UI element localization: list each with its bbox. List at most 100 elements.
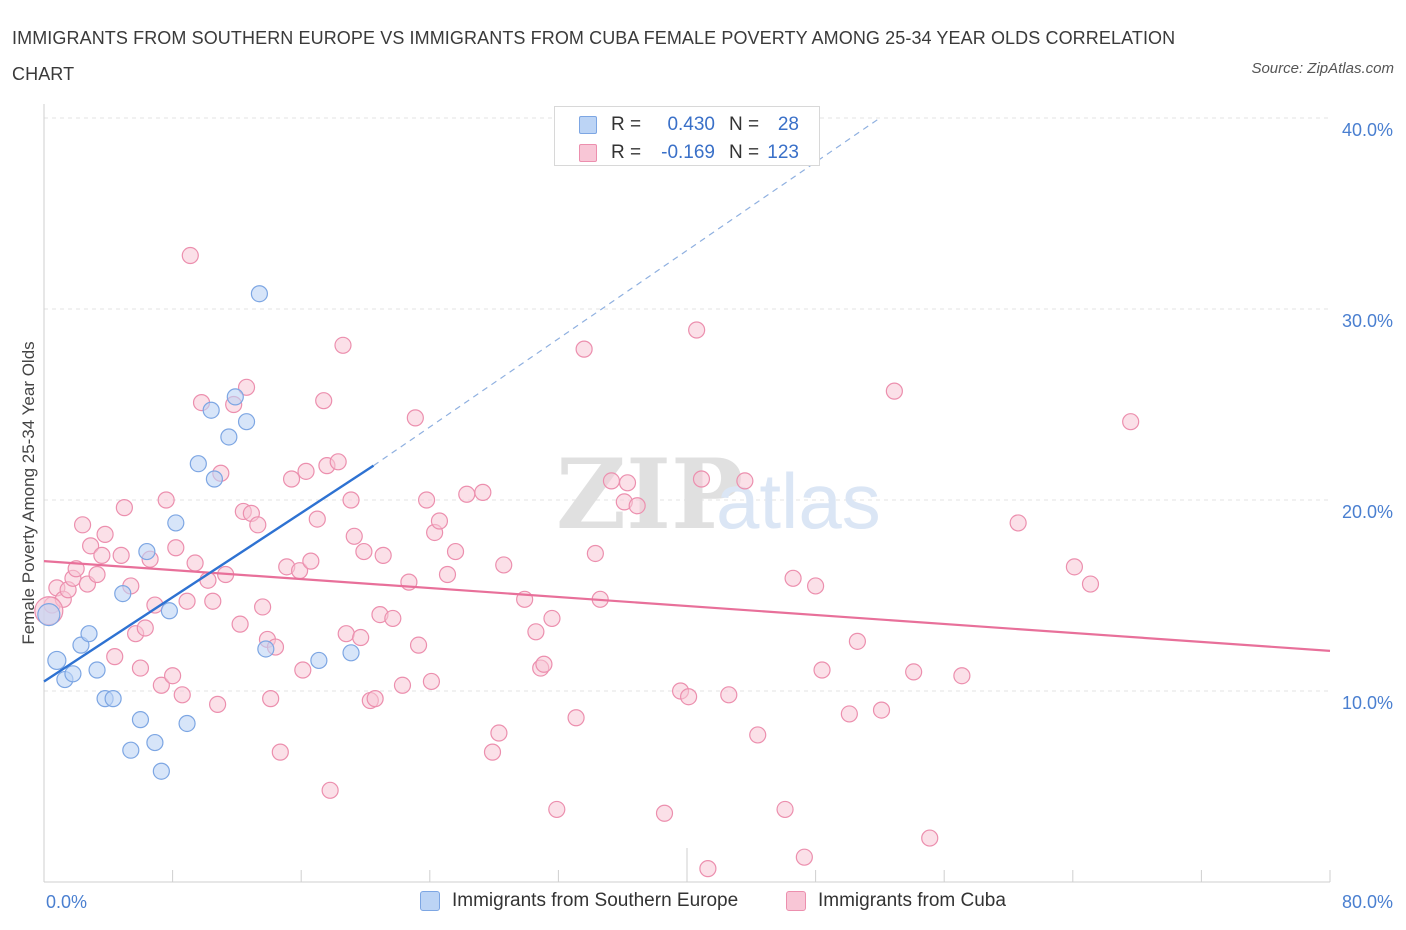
legend-swatch-blue [579,116,597,134]
y-tick-labels: 10.0% 20.0% 30.0% 40.0% [1342,120,1393,713]
cuba-point [548,800,566,819]
cuba-point [294,661,312,679]
cuba-point [366,690,384,708]
cuba-point [93,546,111,564]
cuba-point [438,565,457,584]
legend-n-label: N = [729,114,760,135]
cuba-point [337,625,355,643]
southern-europe-point [205,470,223,488]
axes [43,104,1331,883]
y-tick-label: 30.0% [1342,311,1393,331]
southern-europe-point [189,455,207,473]
cuba-point [848,632,866,650]
cuba-point [329,453,347,471]
cuba-point [355,542,373,561]
southern-europe-point [47,650,67,671]
cuba-point [720,686,738,704]
cuba-point [885,382,903,400]
series-legend: Immigrants from Southern Europe Immigran… [0,888,1406,916]
cuba-point [297,462,315,480]
cuba-point [302,552,320,570]
cuba-point [131,659,150,677]
cuba-point [602,472,621,490]
cuba-point [209,695,227,713]
cuba-point [186,554,204,572]
southern-europe-point [80,625,98,643]
cuba-point [586,544,604,563]
southern-europe-point [226,388,244,406]
legend-r-value: -0.169 [661,142,715,163]
cuba-point [204,592,222,610]
correlation-legend: R = 0.430 N = 28 R = -0.169 N = 123 [554,106,820,166]
cuba-point [112,546,130,564]
cuba-point [776,800,794,819]
cuba-points [34,246,1140,878]
southern-europe-point [250,285,269,303]
x-tick-label: 0.0% [46,892,87,912]
cuba-point [315,392,333,410]
cuba-point [527,623,545,641]
chart-title: IMMIGRANTS FROM SOUTHERN EUROPE VS IMMIG… [12,28,1176,84]
cuba-point [152,676,170,694]
cuba-point [136,619,154,637]
cuba-point [953,667,971,685]
legend-item-label: Immigrants from Southern Europe [452,890,739,911]
y-tick-label: 20.0% [1342,502,1393,522]
cuba-point [655,804,674,822]
southern-europe-point [104,690,122,708]
cuba-point [535,655,553,673]
cuba-point [1122,413,1140,431]
cuba-point [1081,575,1100,593]
southern-europe-point [220,428,238,446]
legend-r-label: R = [611,142,642,163]
y-axis-label: Female Poverty Among 25-34 Year Olds [19,341,38,644]
cuba-point [67,560,85,578]
source-label: Source: ZipAtlas.com [1251,60,1394,77]
cuba-point [334,336,352,354]
legend-r-value: 0.430 [667,114,715,135]
cuba-point [1065,558,1084,576]
trend-lines [43,117,1331,683]
cuba-point [699,860,717,878]
cuba-point [282,470,301,488]
southern-europe-trend-extension [373,117,881,467]
cuba-point [795,848,813,866]
cuba-point [736,472,754,490]
cuba-point [262,690,280,708]
cuba-point [446,542,465,561]
southern-europe-point [88,661,106,679]
cuba-point [181,246,199,265]
cuba-point [417,491,436,509]
watermark-zip: ZIP [556,438,743,551]
cuba-point [483,743,502,761]
cuba-trend-line [43,560,1331,652]
cuba-point [495,556,513,574]
cuba-point [115,499,133,517]
southern-europe-point [138,542,156,561]
cuba-point [173,686,191,704]
legend-r-label: R = [611,114,642,135]
cuba-point [905,663,923,681]
x-tick-labels: 0.0% 80.0% [46,892,1393,912]
cuba-point [490,724,508,742]
cuba-point [254,598,272,616]
southern-europe-point [178,714,196,733]
southern-europe-point [202,401,220,419]
cuba-point [430,512,449,530]
southern-europe-point [114,584,132,603]
cuba-point [692,470,711,488]
cuba-point [308,510,326,528]
southern-europe-point [37,602,61,627]
cuba-point [575,340,593,358]
x-tick-label: 80.0% [1342,892,1393,912]
cuba-point [82,537,100,555]
southern-europe-point [160,602,178,620]
cuba-point [567,709,585,727]
legend-row-southern-europe: R = 0.430 N = 28 [555,110,821,138]
cuba-point [543,609,561,628]
cuba-point [784,569,802,587]
legend-n-value: 123 [767,142,799,163]
southern-europe-point [152,762,170,780]
cuba-point [342,491,360,509]
